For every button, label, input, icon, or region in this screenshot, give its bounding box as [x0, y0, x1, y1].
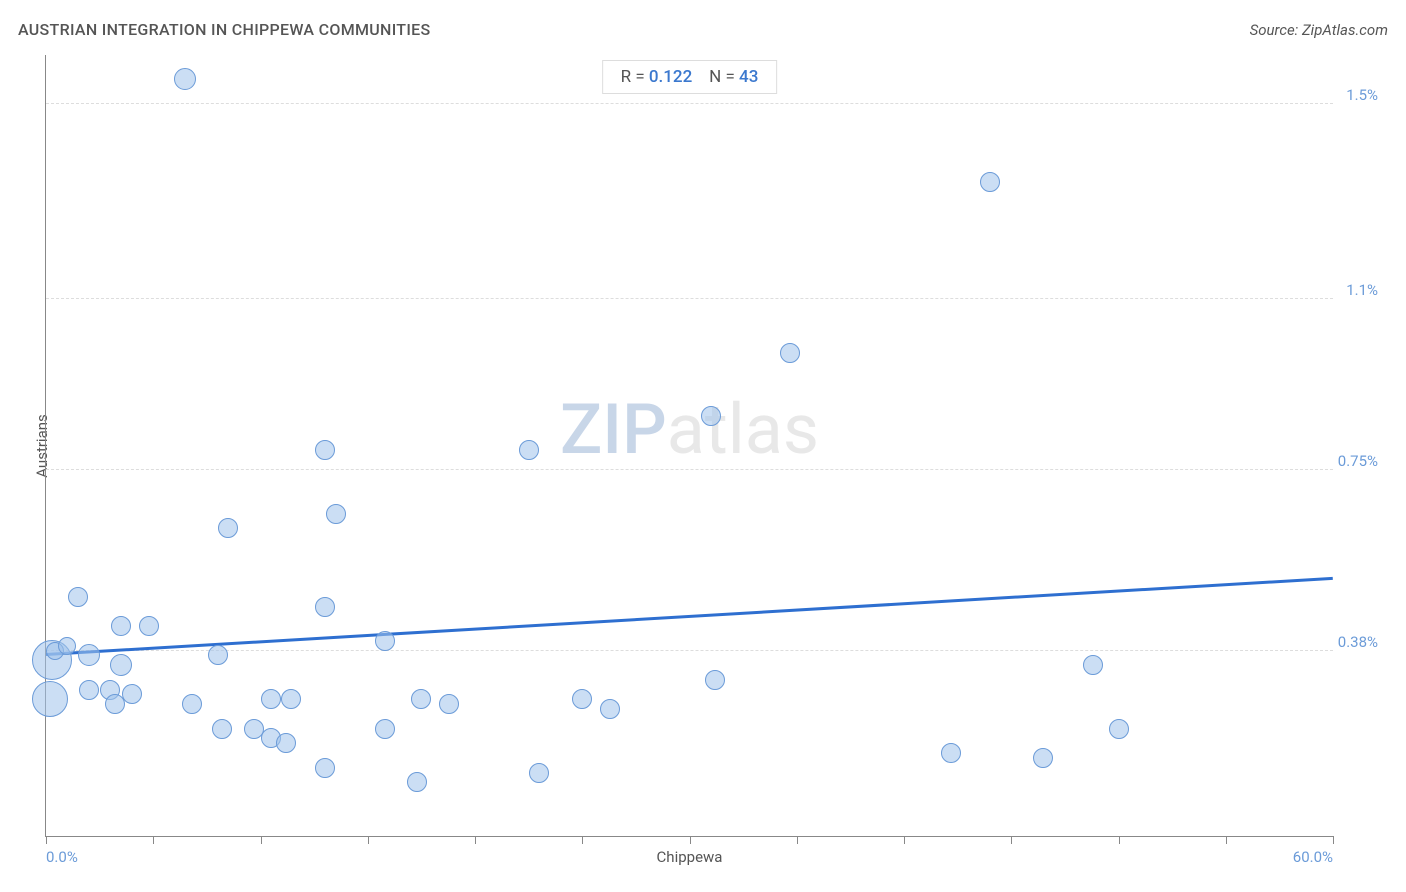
x-axis-label: Chippewa: [657, 848, 723, 866]
x-tick: [1333, 836, 1334, 844]
data-point[interactable]: [600, 699, 620, 719]
watermark-zip: ZIP: [560, 389, 667, 471]
chart-container: Austrians R = 0.122 N = 43 ZIPatlas 0.0%…: [45, 55, 1388, 837]
x-tick: [153, 836, 154, 844]
y-tick-label: 1.1%: [1346, 281, 1378, 299]
data-point[interactable]: [110, 654, 132, 676]
x-tick: [261, 836, 262, 844]
data-point[interactable]: [111, 616, 131, 636]
data-point[interactable]: [529, 763, 549, 783]
data-point[interactable]: [182, 694, 202, 714]
data-point[interactable]: [315, 440, 335, 460]
y-tick-label: 0.38%: [1338, 633, 1378, 651]
data-point[interactable]: [68, 587, 88, 607]
data-point[interactable]: [439, 694, 459, 714]
r-value: 0.122: [649, 67, 692, 87]
data-point[interactable]: [58, 637, 76, 655]
data-point[interactable]: [276, 733, 296, 753]
data-point[interactable]: [139, 616, 159, 636]
data-point[interactable]: [32, 681, 68, 717]
data-point[interactable]: [1109, 719, 1129, 739]
x-tick: [475, 836, 476, 844]
data-point[interactable]: [315, 758, 335, 778]
data-point[interactable]: [780, 343, 800, 363]
data-point[interactable]: [407, 772, 427, 792]
x-tick: [904, 836, 905, 844]
y-tick-label: 0.75%: [1338, 452, 1378, 470]
x-min-label: 0.0%: [46, 848, 78, 866]
gridline: [46, 298, 1333, 299]
watermark: ZIPatlas: [560, 389, 819, 471]
data-point[interactable]: [572, 689, 592, 709]
data-point[interactable]: [375, 719, 395, 739]
x-tick: [797, 836, 798, 844]
data-point[interactable]: [1083, 655, 1103, 675]
n-value: 43: [739, 67, 758, 87]
data-point[interactable]: [375, 631, 395, 651]
data-point[interactable]: [105, 694, 125, 714]
data-point[interactable]: [701, 406, 721, 426]
data-point[interactable]: [941, 743, 961, 763]
gridline: [46, 650, 1333, 651]
watermark-atlas: atlas: [667, 389, 819, 471]
stats-box: R = 0.122 N = 43: [602, 60, 778, 94]
data-point[interactable]: [212, 719, 232, 739]
x-tick: [1011, 836, 1012, 844]
data-point[interactable]: [519, 440, 539, 460]
data-point[interactable]: [281, 689, 301, 709]
gridline: [46, 469, 1333, 470]
data-point[interactable]: [79, 680, 99, 700]
x-tick: [690, 836, 691, 844]
x-tick: [582, 836, 583, 844]
data-point[interactable]: [208, 645, 228, 665]
data-point[interactable]: [980, 172, 1000, 192]
x-tick: [368, 836, 369, 844]
data-point[interactable]: [1033, 748, 1053, 768]
n-label: N =: [709, 67, 739, 87]
data-point[interactable]: [315, 597, 335, 617]
data-point[interactable]: [261, 689, 281, 709]
x-tick: [46, 836, 47, 844]
x-tick: [1226, 836, 1227, 844]
y-tick-label: 1.5%: [1346, 86, 1378, 104]
header: AUSTRIAN INTEGRATION IN CHIPPEWA COMMUNI…: [18, 20, 1388, 39]
data-point[interactable]: [411, 689, 431, 709]
data-point[interactable]: [705, 670, 725, 690]
plot-area: R = 0.122 N = 43 ZIPatlas 0.0% Chippewa …: [45, 55, 1333, 837]
chart-title: AUSTRIAN INTEGRATION IN CHIPPEWA COMMUNI…: [18, 20, 431, 39]
data-point[interactable]: [218, 518, 238, 538]
source-attribution: Source: ZipAtlas.com: [1250, 21, 1388, 39]
gridline: [46, 103, 1333, 104]
trendline: [46, 577, 1333, 656]
data-point[interactable]: [122, 684, 142, 704]
data-point[interactable]: [78, 644, 100, 666]
x-max-label: 60.0%: [1293, 848, 1333, 866]
r-label: R =: [621, 67, 649, 87]
data-point[interactable]: [326, 504, 346, 524]
x-tick: [1119, 836, 1120, 844]
data-point[interactable]: [174, 68, 196, 90]
